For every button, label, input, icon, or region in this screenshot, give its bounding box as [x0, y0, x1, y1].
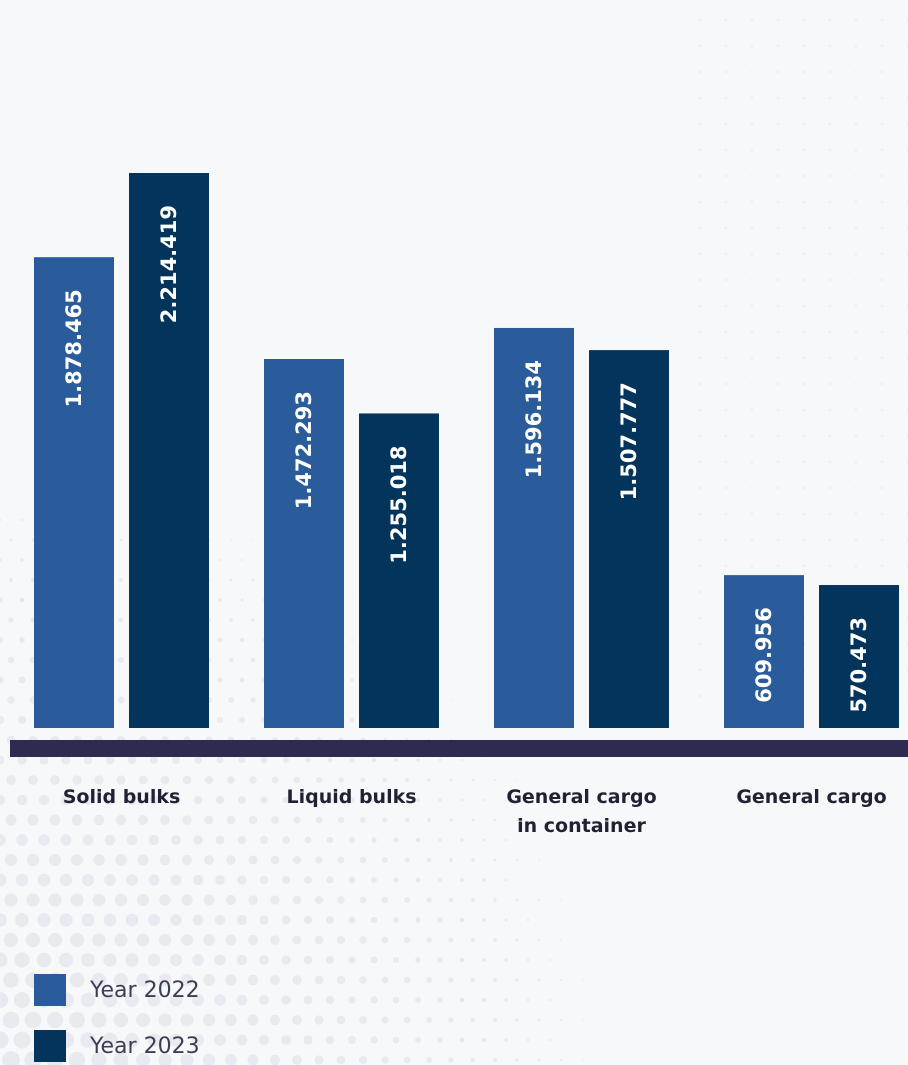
bar-4-series-2	[819, 585, 899, 728]
category-label: Liquid bulks	[286, 786, 416, 808]
bar-value-label: 1.596.134	[522, 360, 546, 478]
category-label: Solid bulks	[63, 786, 181, 808]
bar-3-series-2	[589, 350, 669, 728]
bar-value-label: 1.255.018	[387, 445, 411, 563]
bar-value-label: 1.507.777	[617, 382, 641, 500]
legend-label-2022: Year 2022	[90, 977, 200, 1003]
legend-item-2023: Year 2023	[34, 1030, 200, 1062]
legend-swatch-2022	[34, 974, 66, 1006]
bar-3-series-1	[494, 327, 574, 728]
bar-4-series-1	[724, 575, 804, 728]
legend-item-2022: Year 2022	[34, 974, 200, 1006]
category-label: General cargo	[736, 786, 886, 808]
bar-1-series-2	[129, 173, 209, 728]
bar-value-label: 1.472.293	[292, 391, 316, 509]
bar-1-series-1	[34, 257, 114, 728]
bar-value-label: 570.473	[847, 617, 871, 713]
bar-2-series-2	[359, 413, 439, 728]
legend-swatch-2023	[34, 1030, 66, 1062]
bar-value-label: 2.214.419	[157, 205, 181, 323]
bar-value-label: 1.878.465	[62, 289, 86, 407]
x-axis-baseline	[10, 740, 908, 757]
category-label: General cargo in container	[506, 786, 656, 837]
bar-value-label: 609.956	[752, 607, 776, 703]
bar-2-series-1	[264, 358, 344, 728]
legend-label-2023: Year 2023	[90, 1033, 200, 1059]
legend: Year 2022 Year 2023	[34, 974, 200, 1065]
